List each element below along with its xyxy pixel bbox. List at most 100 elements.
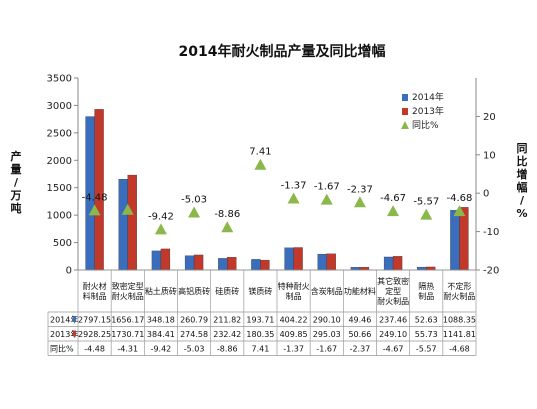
- yoy-data-label-6: -1.37: [281, 180, 307, 191]
- legend-swatch-1: [402, 108, 408, 115]
- y-right-tick-label: -10: [483, 227, 499, 238]
- bar-2014-3: [184, 255, 195, 271]
- y-left-tick-label: 3000: [47, 101, 72, 112]
- bar-2013-1: [127, 174, 137, 271]
- table-cell-2-0: -4.48: [84, 345, 105, 354]
- table-cell-2-2: -9.42: [151, 345, 172, 354]
- yoy-data-label-4: -8.86: [214, 209, 240, 220]
- y-axis-left-label: 产量/万吨: [10, 149, 22, 215]
- yoy-data-label-7: -1.67: [314, 182, 340, 193]
- yoy-marker-5: [254, 158, 267, 170]
- y-left-tick-label: 0: [66, 266, 72, 277]
- table-cell-1-2: 384.41: [147, 330, 175, 339]
- yoy-marker-2: [154, 223, 167, 235]
- category-label-4-0: 硅质砖: [215, 286, 239, 296]
- table-cell-0-5: 193.71: [246, 316, 274, 325]
- table-cell-1-5: 180.35: [246, 330, 274, 339]
- yoy-marker-3: [188, 206, 201, 218]
- y-left-tick-label: 3500: [47, 74, 72, 85]
- yoy-data-label-5: 7.41: [249, 147, 271, 158]
- legend-swatch-0: [402, 94, 408, 101]
- yoy-data-label-9: -4.67: [380, 193, 406, 204]
- category-label-1-1: 耐火制品: [112, 291, 144, 301]
- y-right-tick-label: 0: [483, 189, 489, 200]
- table-cell-0-4: 211.82: [213, 316, 241, 325]
- table-cell-0-8: 49.46: [348, 316, 371, 325]
- category-label-11-0: 不定形: [447, 281, 471, 291]
- table-cell-1-6: 409.85: [280, 330, 308, 339]
- bar-2013-10: [426, 266, 436, 271]
- table-row-header-2: 同比%: [50, 344, 74, 354]
- y-right-tick-label: -20: [483, 266, 499, 277]
- category-label-2-0: 粘土质砖: [145, 286, 177, 296]
- table-cell-2-6: -1.37: [283, 345, 304, 354]
- table-cell-2-1: -4.31: [117, 345, 138, 354]
- bar-2014-8: [350, 267, 361, 271]
- table-cell-0-2: 348.18: [147, 316, 175, 325]
- yoy-data-label-0: -4.48: [82, 192, 108, 203]
- table-cell-0-3: 260.79: [180, 316, 208, 325]
- yoy-marker-7: [320, 193, 333, 205]
- bar-2014-2: [151, 250, 162, 271]
- y-right-tick-label: 10: [483, 150, 496, 161]
- bar-2014-9: [383, 256, 394, 271]
- yoy-marker-8: [353, 196, 366, 208]
- yoy-marker-1: [121, 203, 134, 215]
- yoy-marker-11: [453, 205, 466, 217]
- category-label-10-1: 制品: [418, 291, 434, 301]
- category-label-7-0: 含炭制品: [311, 286, 343, 296]
- table-cell-0-9: 237.46: [379, 316, 407, 325]
- category-label-6-1: 制品: [286, 291, 302, 301]
- category-label-11-1: 耐火制品: [443, 291, 475, 301]
- table-cell-0-0: 2797.15: [78, 316, 111, 325]
- bar-2014-11: [450, 210, 460, 271]
- y-left-tick-label: 1500: [47, 183, 72, 194]
- table-cell-1-7: 295.03: [313, 330, 341, 339]
- table-cell-0-7: 290.10: [313, 316, 341, 325]
- legend-label-0: 2014年: [412, 91, 444, 103]
- bar-2014-4: [218, 258, 228, 271]
- category-label-0-1: 料制品: [83, 291, 107, 301]
- y-axis-right-label: 同比增幅/%: [516, 142, 527, 220]
- bar-2013-11: [459, 207, 469, 271]
- table-cell-1-0: 2928.25: [78, 330, 111, 339]
- bar-2013-9: [392, 256, 403, 271]
- category-label-3-0: 高铝质砖: [178, 286, 210, 296]
- table-cell-1-9: 249.10: [379, 330, 407, 339]
- legend-swatch-2: [401, 121, 409, 129]
- table-cell-0-11: 1088.35: [443, 316, 476, 325]
- table-cell-2-3: -5.03: [184, 345, 205, 354]
- bar-2013-6: [293, 247, 303, 271]
- category-label-9-1: 定型: [385, 286, 401, 296]
- yoy-marker-10: [420, 208, 433, 220]
- legend-label-2: 同比%: [412, 119, 439, 131]
- category-label-0-0: 耐火材: [83, 281, 107, 291]
- bar-2014-5: [251, 259, 261, 271]
- table-cell-1-8: 50.66: [348, 330, 371, 339]
- table-cell-1-10: 55.73: [415, 330, 438, 339]
- yoy-marker-0: [88, 204, 101, 216]
- yoy-data-label-10: -5.57: [413, 197, 439, 208]
- y-right-tick-label: 20: [483, 112, 496, 123]
- bar-2014-1: [118, 178, 128, 271]
- table-cell-1-11: 1141.81: [443, 330, 476, 339]
- bar-2013-0: [94, 109, 104, 271]
- table-cell-0-6: 404.22: [280, 316, 308, 325]
- category-label-6-0: 特种耐火: [278, 281, 310, 291]
- table-cell-1-3: 274.58: [180, 330, 208, 339]
- yoy-data-label-2: -9.42: [148, 211, 174, 222]
- yoy-marker-9: [387, 205, 400, 217]
- yoy-marker-4: [221, 221, 234, 233]
- yoy-data-label-8: -2.37: [347, 184, 373, 195]
- table-cell-2-7: -1.67: [316, 345, 337, 354]
- table-cell-1-4: 232.42: [213, 330, 241, 339]
- bar-2013-4: [227, 257, 237, 271]
- legend-label-1: 2013年: [412, 105, 444, 117]
- category-label-9-2: 耐火制品: [377, 296, 409, 306]
- bar-2013-2: [160, 248, 171, 271]
- bar-2014-6: [284, 247, 294, 271]
- y-left-tick-label: 2000: [47, 156, 72, 167]
- y-left-tick-label: 500: [53, 238, 72, 249]
